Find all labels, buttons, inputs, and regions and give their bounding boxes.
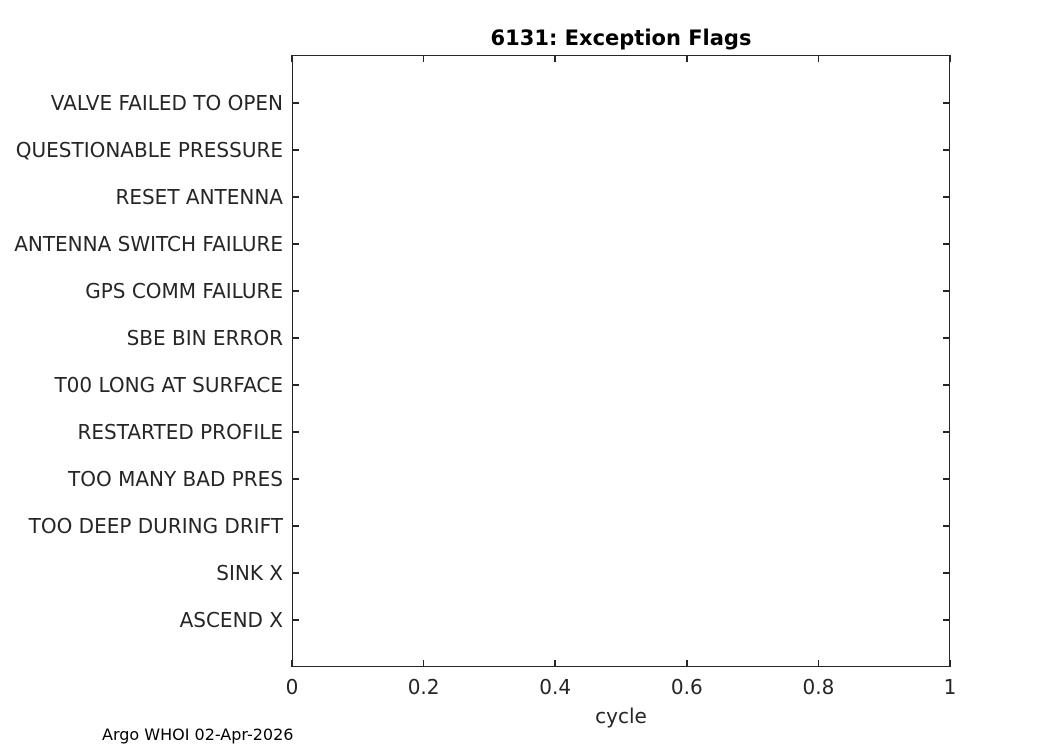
y-tick-label: ASCEND X — [179, 608, 283, 632]
y-tick-mark-right — [943, 243, 950, 245]
y-tick-label: SINK X — [216, 561, 283, 585]
y-tick-label: QUESTIONABLE PRESSURE — [15, 138, 283, 162]
y-tick-mark-left — [292, 337, 299, 339]
chart-title: 6131: Exception Flags — [490, 26, 752, 50]
y-tick-mark-right — [943, 619, 950, 621]
y-tick-label: ANTENNA SWITCH FAILURE — [14, 232, 283, 256]
plot-area — [292, 55, 950, 667]
y-tick-label: VALVE FAILED TO OPEN — [50, 91, 283, 115]
y-tick-mark-right — [943, 478, 950, 480]
footer-annotation: Argo WHOI 02-Apr-2026 — [102, 725, 294, 744]
y-tick-mark-right — [943, 337, 950, 339]
y-tick-mark-right — [943, 290, 950, 292]
y-tick-label: T00 LONG AT SURFACE — [54, 373, 283, 397]
y-tick-label: TOO DEEP DURING DRIFT — [28, 514, 283, 538]
x-tick-mark-bottom — [817, 660, 820, 667]
y-tick-label: RESET ANTENNA — [115, 185, 283, 209]
y-tick-mark-right — [943, 572, 950, 574]
y-tick-mark-left — [292, 619, 299, 621]
y-tick-label: SBE BIN ERROR — [126, 326, 283, 350]
y-tick-mark-left — [292, 525, 299, 527]
y-tick-mark-right — [943, 196, 950, 198]
x-tick-label: 0.4 — [539, 675, 572, 699]
x-tick-mark-top — [422, 55, 425, 62]
y-tick-mark-right — [943, 431, 950, 433]
y-tick-mark-right — [943, 149, 950, 151]
y-tick-mark-left — [292, 149, 299, 151]
x-tick-mark-top — [686, 55, 688, 62]
y-tick-mark-left — [292, 102, 299, 104]
y-tick-mark-left — [292, 478, 299, 480]
x-tick-label: 0.8 — [802, 675, 835, 699]
y-tick-mark-left — [292, 290, 299, 292]
x-tick-label: 0.6 — [670, 675, 703, 699]
x-tick-mark-top — [554, 55, 556, 62]
x-tick-mark-top — [949, 55, 951, 62]
y-tick-label: RESTARTED PROFILE — [77, 420, 283, 444]
x-tick-mark-bottom — [554, 660, 556, 667]
x-tick-label: 0.2 — [407, 675, 440, 699]
x-tick-mark-bottom — [291, 660, 293, 667]
x-tick-mark-bottom — [686, 660, 688, 667]
y-tick-mark-right — [943, 102, 950, 104]
x-tick-label: 0 — [285, 675, 299, 699]
y-tick-mark-right — [943, 525, 950, 527]
y-tick-mark-left — [292, 196, 299, 198]
y-tick-mark-left — [292, 572, 299, 574]
y-tick-label: TOO MANY BAD PRES — [68, 467, 283, 491]
x-tick-mark-bottom — [422, 660, 425, 667]
x-tick-label: 1 — [943, 675, 957, 699]
y-tick-mark-right — [943, 384, 950, 386]
y-tick-mark-left — [292, 384, 299, 386]
x-tick-mark-bottom — [949, 660, 951, 667]
x-axis-label: cycle — [595, 704, 647, 728]
y-tick-mark-left — [292, 431, 299, 433]
x-tick-mark-top — [817, 55, 820, 62]
x-tick-mark-top — [291, 55, 293, 62]
y-tick-label: GPS COMM FAILURE — [85, 279, 283, 303]
y-tick-mark-left — [292, 243, 299, 245]
